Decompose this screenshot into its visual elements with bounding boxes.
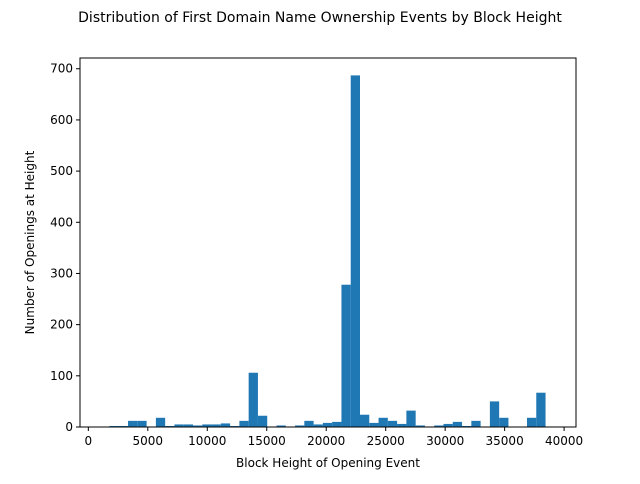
histogram-bar <box>220 423 231 427</box>
histogram-bar <box>276 425 286 427</box>
histogram-bar <box>165 425 175 427</box>
histogram-bar <box>211 424 221 427</box>
histogram-bar <box>248 372 258 427</box>
histogram-bar <box>471 420 481 427</box>
histogram-bar <box>369 422 379 427</box>
x-tick-label: 30000 <box>426 434 464 448</box>
histogram-bar <box>536 392 546 427</box>
histogram-bar <box>183 424 193 427</box>
y-tick-label: 0 <box>65 420 73 434</box>
y-tick-label: 700 <box>50 62 73 76</box>
histogram-bar <box>526 417 537 427</box>
y-tick-label: 600 <box>50 113 73 127</box>
histogram-bar <box>387 420 398 427</box>
y-tick-label: 100 <box>50 369 73 383</box>
histogram-bar <box>192 425 203 427</box>
histogram-bar <box>202 424 212 427</box>
histogram-bar <box>359 414 370 427</box>
x-tick-label: 25000 <box>367 434 405 448</box>
y-tick-label: 400 <box>50 215 73 229</box>
histogram-bar <box>322 422 333 427</box>
histogram-bar <box>230 425 240 427</box>
histogram-bar <box>406 410 416 427</box>
plot-frame <box>79 57 577 428</box>
histogram-bar <box>155 417 166 427</box>
x-axis-ticks: 0 5000 10000 15000 20000 25000 30000 35000 40000 <box>85 427 583 448</box>
histogram-bar <box>462 425 472 427</box>
y-axis-label: Number of Openings at Height <box>23 150 37 334</box>
y-tick-label: 300 <box>50 266 73 280</box>
histogram-bar <box>443 423 453 427</box>
y-tick-label: 500 <box>50 164 73 178</box>
histogram-bar <box>239 420 249 427</box>
histogram-bar <box>313 424 323 427</box>
histogram-bar <box>397 423 407 427</box>
x-tick-label: 40000 <box>545 434 583 448</box>
y-tick-label: 200 <box>50 318 73 332</box>
x-tick-label: 15000 <box>248 434 286 448</box>
x-tick-label: 20000 <box>307 434 345 448</box>
histogram-bar <box>137 420 147 427</box>
histogram-bar <box>452 421 463 427</box>
histogram-bar <box>415 425 425 427</box>
histogram-bar <box>174 424 184 427</box>
x-tick-label: 5000 <box>133 434 164 448</box>
histogram-bar <box>332 421 342 427</box>
histogram-bar <box>499 417 509 427</box>
histogram-bar <box>341 284 351 427</box>
histogram-bar <box>350 75 360 428</box>
histogram-bar <box>378 417 388 427</box>
bars-group <box>100 75 565 428</box>
histogram-bar <box>118 425 129 427</box>
histogram-bar <box>128 420 138 427</box>
histogram-bar <box>304 420 314 427</box>
x-tick-label: 35000 <box>486 434 524 448</box>
chart-title: Distribution of First Domain Name Owners… <box>78 10 562 26</box>
histogram-bar <box>109 425 119 427</box>
histogram-bar <box>257 415 268 427</box>
histogram-bar <box>434 425 444 427</box>
x-tick-label: 10000 <box>188 434 226 448</box>
y-axis-ticks: 0 100 200 300 400 500 600 700 <box>50 62 80 434</box>
x-axis-label: Block Height of Opening Event <box>236 456 420 470</box>
histogram-bar <box>489 401 500 427</box>
x-tick-label: 0 <box>85 434 93 448</box>
histogram-bar <box>295 425 305 427</box>
